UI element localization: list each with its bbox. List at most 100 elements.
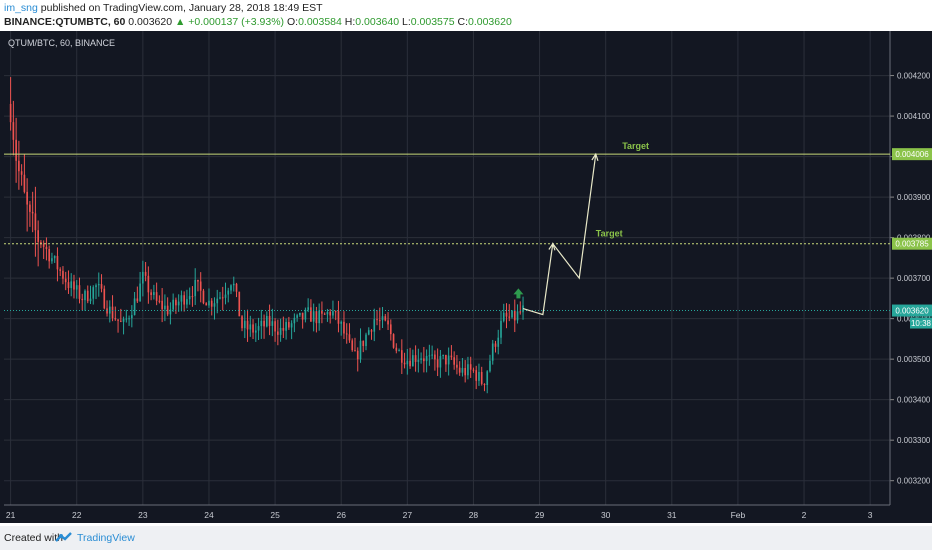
candle-body: [144, 271, 147, 276]
author-link[interactable]: im_sng: [4, 2, 38, 14]
candle-body: [467, 364, 469, 376]
candle-body: [508, 316, 511, 318]
candle-body: [442, 355, 444, 357]
candle-body: [122, 319, 125, 322]
candle-body: [400, 350, 403, 363]
candle-body: [241, 316, 243, 329]
x-tick-label: 2: [802, 510, 807, 520]
candle-body: [334, 311, 337, 313]
candle-body: [125, 318, 128, 320]
candle-body: [312, 311, 315, 322]
candle-body: [447, 355, 450, 365]
y-tick-label: 0.004200: [897, 72, 931, 81]
candle-body: [513, 310, 516, 321]
candle-body: [389, 324, 392, 335]
candle-body: [478, 371, 480, 381]
candle-body: [73, 281, 75, 290]
candle-body: [387, 320, 389, 325]
candle-body: [246, 320, 249, 330]
level-price-tag-label: 0.003785: [895, 240, 929, 249]
candle-body: [48, 249, 51, 262]
candle-body: [133, 298, 136, 316]
candle-body: [431, 354, 433, 356]
candle-body: [224, 294, 227, 298]
candle-body: [315, 311, 318, 324]
open-value: 0.003584: [298, 16, 342, 28]
candle-body: [84, 290, 86, 301]
candle-body: [472, 369, 475, 371]
candle-body: [464, 368, 467, 376]
x-tick-label: 3: [868, 510, 873, 520]
candle-body: [436, 359, 439, 368]
x-tick-label: 28: [469, 510, 479, 520]
candle-body: [243, 320, 246, 329]
candle-body: [293, 317, 296, 324]
candle-body: [486, 371, 489, 386]
footer-bar: Created with TradingView: [0, 526, 932, 550]
candle-body: [425, 355, 428, 362]
candle-body: [155, 292, 158, 301]
candle-body: [202, 290, 205, 304]
chart-background: [0, 31, 932, 523]
price-chart[interactable]: 0.0042000.0041000.0040000.0039000.003800…: [0, 31, 932, 523]
current-price-tag-label: 0.003620: [895, 307, 929, 316]
candle-body: [158, 300, 161, 302]
candle-body: [274, 321, 276, 332]
candle-body: [417, 359, 420, 362]
x-tick-label: 31: [667, 510, 677, 520]
candle-body: [166, 305, 169, 315]
candle-body: [409, 360, 411, 367]
candle-body: [285, 322, 287, 331]
y-tick-label: 0.004100: [897, 112, 931, 121]
candle-body: [150, 292, 152, 295]
x-tick-label: 27: [403, 510, 413, 520]
candle-body: [9, 103, 12, 123]
open-label: O:: [286, 16, 299, 28]
candle-body: [56, 255, 59, 270]
chart-area[interactable]: 0.0042000.0041000.0040000.0039000.003800…: [0, 31, 932, 523]
candle-body: [97, 284, 100, 286]
candle-body: [103, 288, 106, 309]
candle-body: [445, 355, 447, 365]
candle-body: [232, 283, 235, 286]
x-tick-label: Feb: [731, 510, 746, 520]
x-tick-label: 22: [72, 510, 82, 520]
candle-body: [307, 307, 309, 310]
x-tick-label: 26: [336, 510, 346, 520]
candle-body: [491, 343, 494, 361]
candle-body: [321, 310, 323, 314]
candle-body: [497, 337, 500, 347]
candle-body: [367, 330, 370, 335]
last-price: 0.003620: [128, 16, 173, 28]
candle-body: [502, 312, 505, 321]
candle-body: [458, 367, 461, 373]
candle-body: [172, 299, 174, 310]
change-value: ▲ +0.000137 (+3.93%): [174, 16, 285, 28]
candle-body: [398, 350, 400, 352]
projection-arrowhead: [591, 152, 599, 161]
candle-body: [95, 285, 97, 288]
candle-body: [230, 285, 232, 291]
candle-body: [186, 299, 188, 305]
high-label: H:: [344, 16, 356, 28]
candle-body: [271, 321, 274, 326]
candle-body: [219, 297, 221, 299]
published-text: published on TradingView.com, January 28…: [40, 2, 323, 14]
candle-body: [142, 271, 144, 284]
tradingview-brand-link[interactable]: TradingView: [77, 532, 135, 544]
y-tick-label: 0.003900: [897, 193, 931, 202]
candle-body: [254, 330, 257, 333]
candle-body: [439, 356, 442, 368]
candle-body: [235, 283, 238, 292]
x-tick-label: 25: [270, 510, 280, 520]
candle-body: [136, 298, 139, 302]
candle-body: [169, 309, 172, 315]
candle-body: [351, 340, 354, 351]
low-value: 0.003575: [410, 16, 455, 28]
candle-body: [78, 285, 81, 299]
candle-body: [12, 122, 15, 140]
candle-body: [40, 241, 42, 245]
candle-body: [282, 327, 285, 331]
candle-body: [31, 211, 34, 214]
candle-body: [412, 355, 414, 367]
